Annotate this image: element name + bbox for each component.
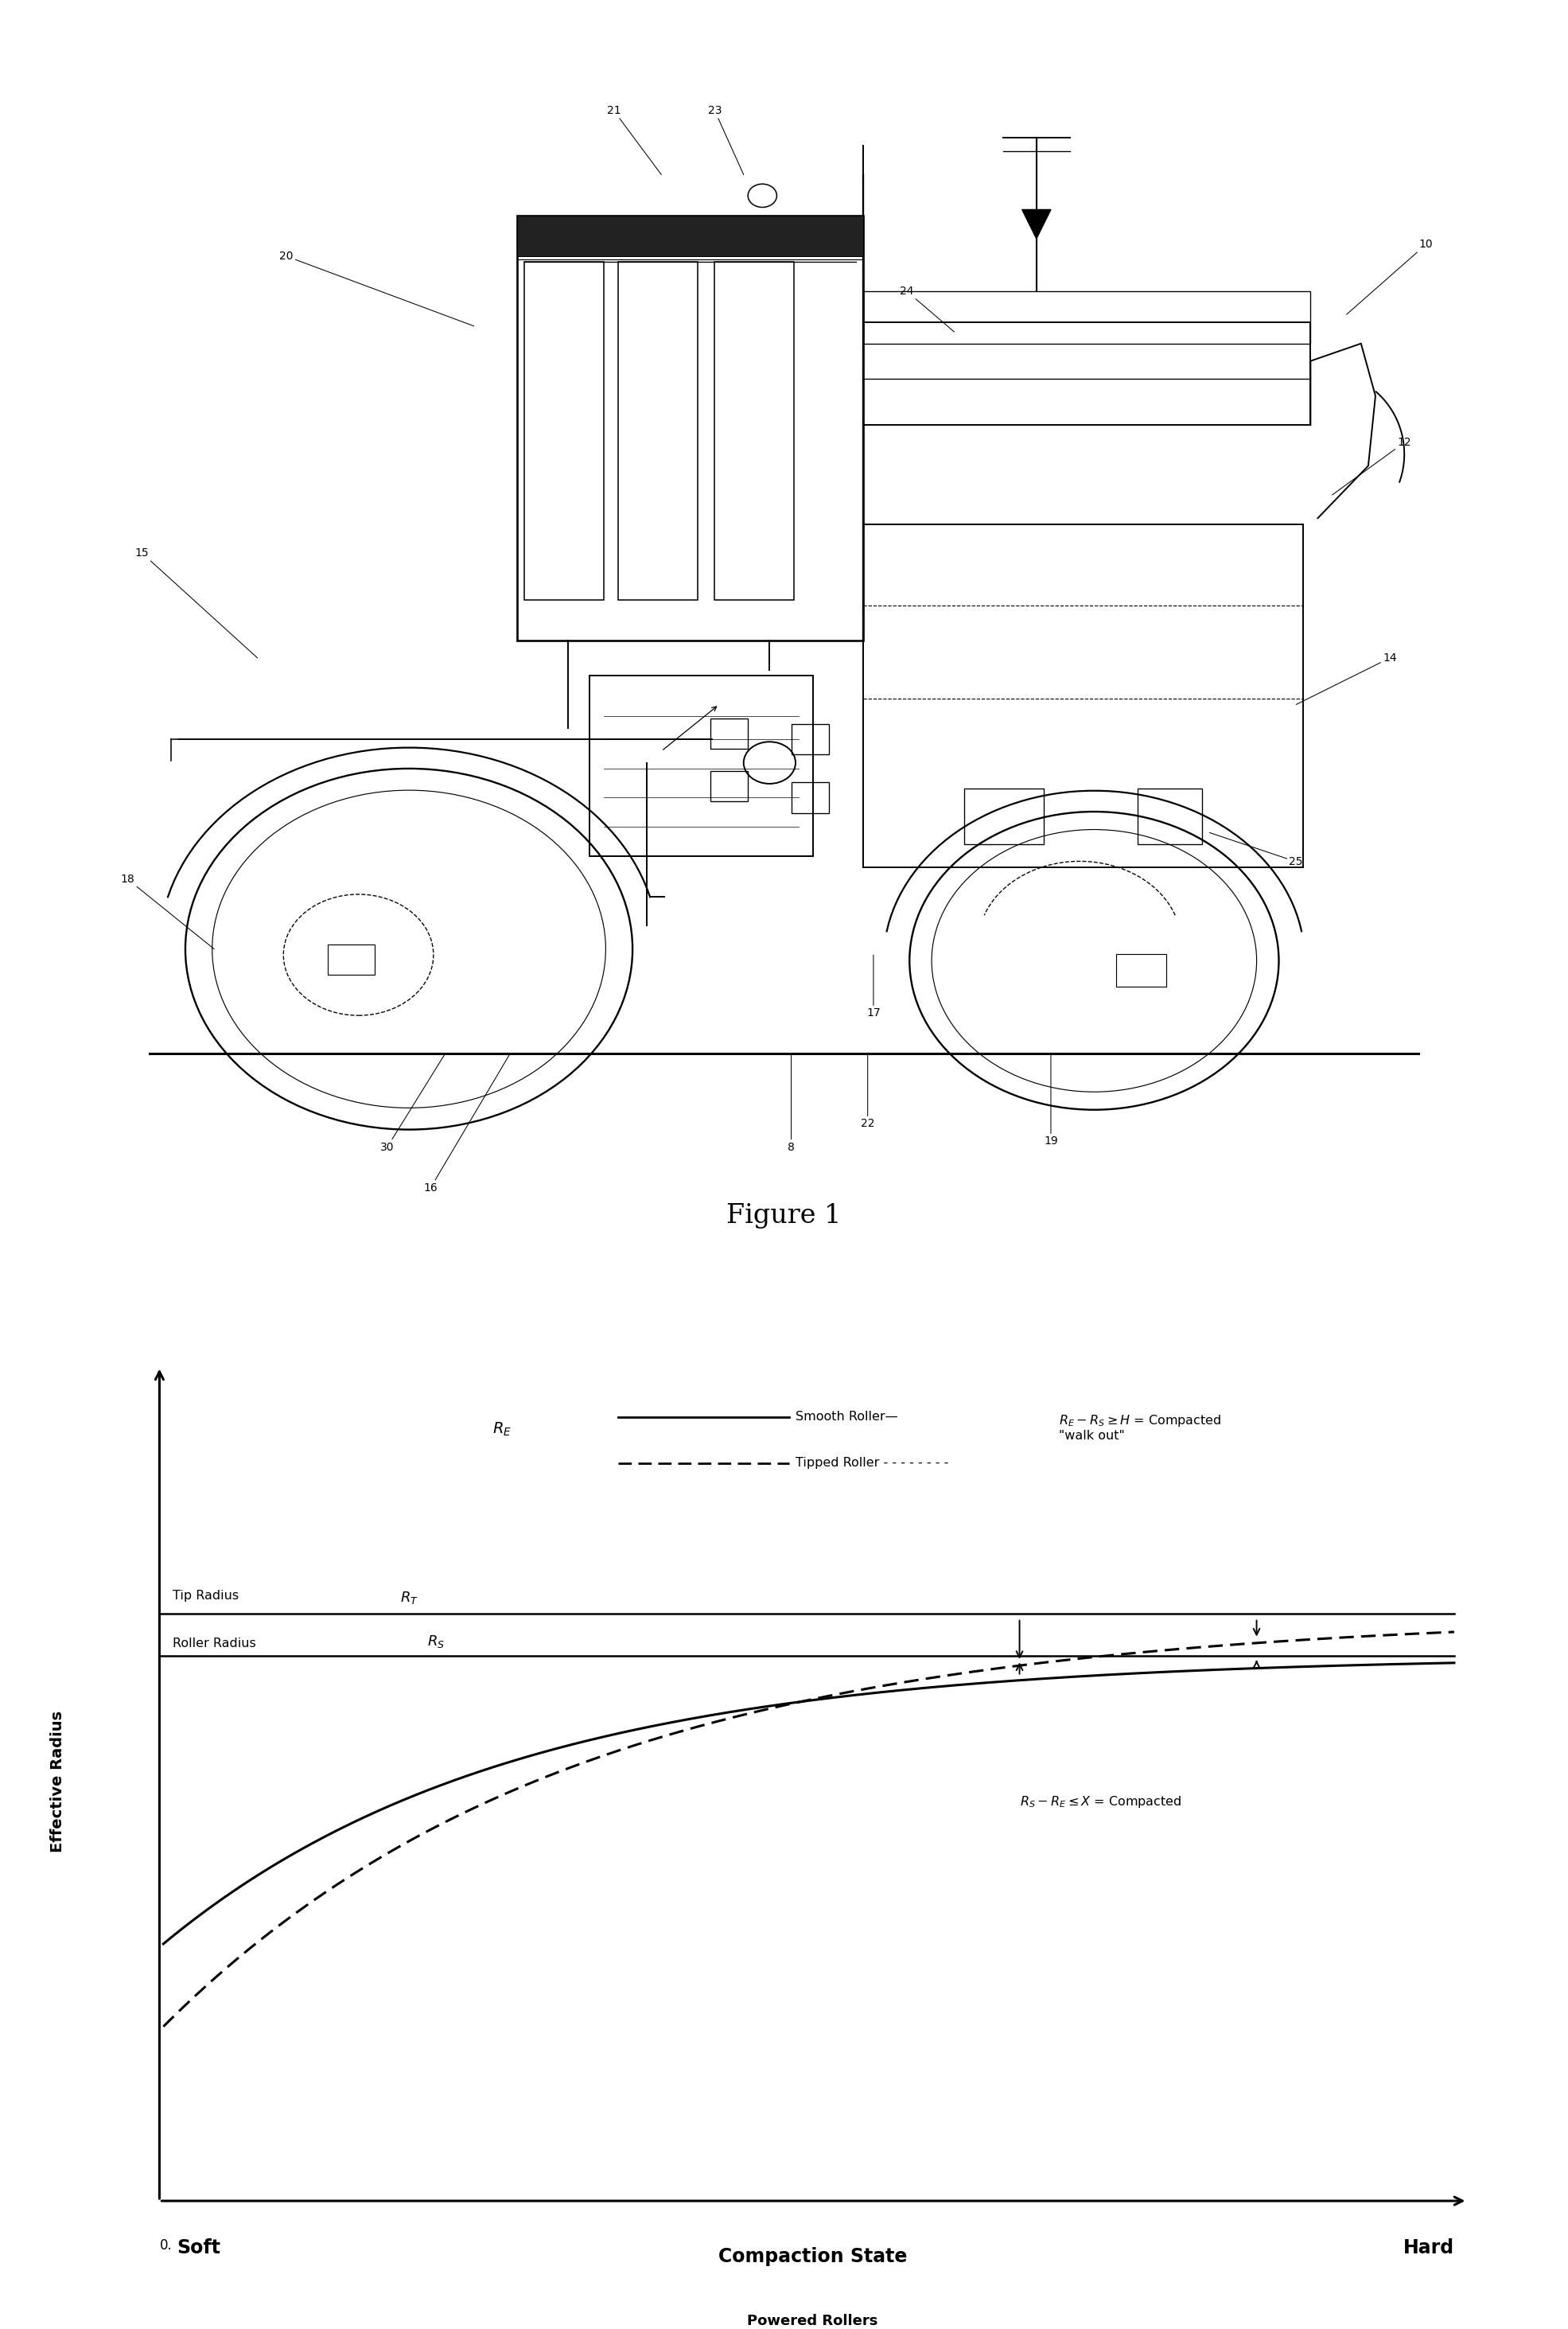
Bar bbox=[710, 771, 748, 801]
Text: Soft: Soft bbox=[177, 2238, 221, 2257]
Text: 17: 17 bbox=[867, 955, 881, 1018]
Text: 24: 24 bbox=[900, 286, 955, 331]
Text: 0.: 0. bbox=[160, 2238, 172, 2252]
Bar bbox=[710, 717, 748, 748]
Bar bbox=[792, 783, 829, 813]
Bar bbox=[517, 217, 864, 256]
Text: Figure 1: Figure 1 bbox=[726, 1204, 842, 1230]
Bar bbox=[590, 675, 812, 855]
Text: 30: 30 bbox=[381, 1053, 445, 1153]
Text: 20: 20 bbox=[279, 252, 474, 326]
Text: 12: 12 bbox=[1333, 438, 1411, 496]
Text: 8: 8 bbox=[787, 1053, 795, 1153]
Text: 22: 22 bbox=[861, 1053, 875, 1130]
Text: $R_E$: $R_E$ bbox=[492, 1421, 511, 1437]
Text: 25: 25 bbox=[1209, 831, 1303, 866]
Bar bbox=[792, 724, 829, 755]
Text: 23: 23 bbox=[707, 105, 743, 175]
Text: 15: 15 bbox=[135, 547, 257, 657]
Bar bbox=[864, 321, 1311, 424]
Text: Tip Radius: Tip Radius bbox=[172, 1588, 238, 1602]
Bar bbox=[1116, 955, 1167, 987]
Text: Compaction State: Compaction State bbox=[718, 2247, 908, 2266]
Bar bbox=[964, 787, 1044, 843]
Polygon shape bbox=[1022, 210, 1051, 238]
Text: Tipped Roller - - - - - - - -: Tipped Roller - - - - - - - - bbox=[795, 1458, 949, 1470]
Bar bbox=[864, 524, 1303, 866]
Bar bbox=[864, 291, 1311, 345]
Text: 10: 10 bbox=[1347, 240, 1433, 314]
Text: Smooth Roller—: Smooth Roller— bbox=[795, 1411, 898, 1423]
Bar bbox=[618, 261, 698, 599]
Text: $R_E - R_S \geq H$ = Compacted
"walk out": $R_E - R_S \geq H$ = Compacted "walk out… bbox=[1058, 1414, 1221, 1442]
Text: Hard: Hard bbox=[1403, 2238, 1454, 2257]
Bar bbox=[715, 261, 793, 599]
Text: $R_T$: $R_T$ bbox=[400, 1591, 419, 1605]
Text: 16: 16 bbox=[423, 1053, 510, 1192]
Text: 18: 18 bbox=[121, 873, 215, 950]
Text: $R_S - R_E \leq X$ = Compacted: $R_S - R_E \leq X$ = Compacted bbox=[1019, 1793, 1181, 1810]
Text: Roller Radius: Roller Radius bbox=[172, 1637, 256, 1649]
Text: Effective Radius: Effective Radius bbox=[50, 1712, 66, 1852]
Text: $R_S$: $R_S$ bbox=[426, 1633, 444, 1649]
Text: 21: 21 bbox=[607, 105, 662, 175]
Text: 19: 19 bbox=[1044, 1053, 1058, 1146]
Bar bbox=[517, 217, 864, 640]
Bar bbox=[328, 946, 375, 974]
Text: Powered Rollers: Powered Rollers bbox=[748, 2315, 878, 2329]
Text: 14: 14 bbox=[1297, 652, 1397, 703]
Bar bbox=[524, 261, 604, 599]
Bar bbox=[1137, 787, 1203, 843]
